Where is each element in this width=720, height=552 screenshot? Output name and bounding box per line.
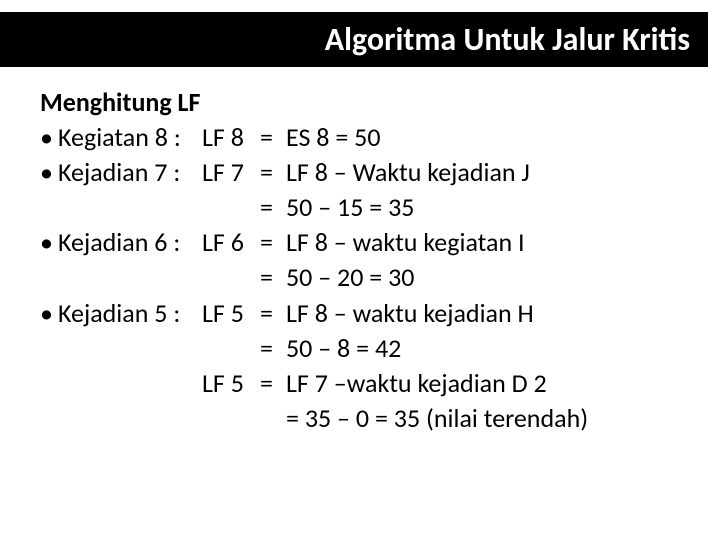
bullet: •	[40, 296, 58, 331]
bullet	[40, 260, 58, 295]
row-label: Kejadian 5 :	[58, 296, 202, 331]
bullet	[40, 401, 58, 436]
calc-row: = 35 – 0 = 35 (nilai terendah)	[40, 401, 690, 436]
slide-content: Menghitung LF • Kegiatan 8 : LF 8 = ES 8…	[0, 67, 720, 436]
row-lf: LF 6	[202, 225, 260, 260]
bullet: •	[40, 120, 58, 155]
bullet: •	[40, 225, 58, 260]
calc-row: = 50 – 15 = 35	[40, 190, 690, 225]
calc-row: LF 5 = LF 7 –waktu kejadian D 2	[40, 366, 690, 401]
row-val: 50 – 15 = 35	[286, 190, 690, 225]
row-eq	[260, 401, 286, 436]
row-lf	[202, 331, 260, 366]
row-val: ES 8 = 50	[286, 120, 690, 155]
calc-row: = 50 – 20 = 30	[40, 260, 690, 295]
row-lf: LF 5	[202, 366, 260, 401]
bullet	[40, 190, 58, 225]
calc-row: • Kegiatan 8 : LF 8 = ES 8 = 50	[40, 120, 690, 155]
calc-row: • Kejadian 5 : LF 5 = LF 8 – waktu kejad…	[40, 296, 690, 331]
row-val: LF 7 –waktu kejadian D 2	[286, 366, 690, 401]
bullet: •	[40, 155, 58, 190]
row-val: 50 – 20 = 30	[286, 260, 690, 295]
row-val: LF 8 – waktu kegiatan I	[286, 225, 690, 260]
row-label: Kegiatan 8 :	[58, 120, 202, 155]
row-val: 50 – 8 = 42	[286, 331, 690, 366]
row-label	[58, 260, 202, 295]
row-label	[58, 401, 202, 436]
calc-row: = 50 – 8 = 42	[40, 331, 690, 366]
row-lf	[202, 190, 260, 225]
calc-row: • Kejadian 7 : LF 7 = LF 8 – Waktu kejad…	[40, 155, 690, 190]
row-val: LF 8 – Waktu kejadian J	[286, 155, 690, 190]
calc-row: • Kejadian 6 : LF 6 = LF 8 – waktu kegia…	[40, 225, 690, 260]
row-label	[58, 190, 202, 225]
row-eq: =	[260, 331, 286, 366]
row-label	[58, 331, 202, 366]
bullet	[40, 331, 58, 366]
row-eq: =	[260, 260, 286, 295]
row-lf: LF 7	[202, 155, 260, 190]
row-val: LF 8 – waktu kejadian H	[286, 296, 690, 331]
content-heading: Menghitung LF	[40, 85, 690, 120]
row-eq: =	[260, 296, 286, 331]
row-eq: =	[260, 225, 286, 260]
row-lf	[202, 260, 260, 295]
row-val: = 35 – 0 = 35 (nilai terendah)	[286, 401, 690, 436]
slide-title: Algoritma Untuk Jalur Kritis	[0, 12, 708, 67]
row-label	[58, 366, 202, 401]
bullet	[40, 366, 58, 401]
row-lf: LF 5	[202, 296, 260, 331]
row-eq: =	[260, 190, 286, 225]
row-eq: =	[260, 366, 286, 401]
row-label: Kejadian 7 :	[58, 155, 202, 190]
row-lf: LF 8	[202, 120, 260, 155]
row-eq: =	[260, 155, 286, 190]
row-eq: =	[260, 120, 286, 155]
row-label: Kejadian 6 :	[58, 225, 202, 260]
row-lf	[202, 401, 260, 436]
